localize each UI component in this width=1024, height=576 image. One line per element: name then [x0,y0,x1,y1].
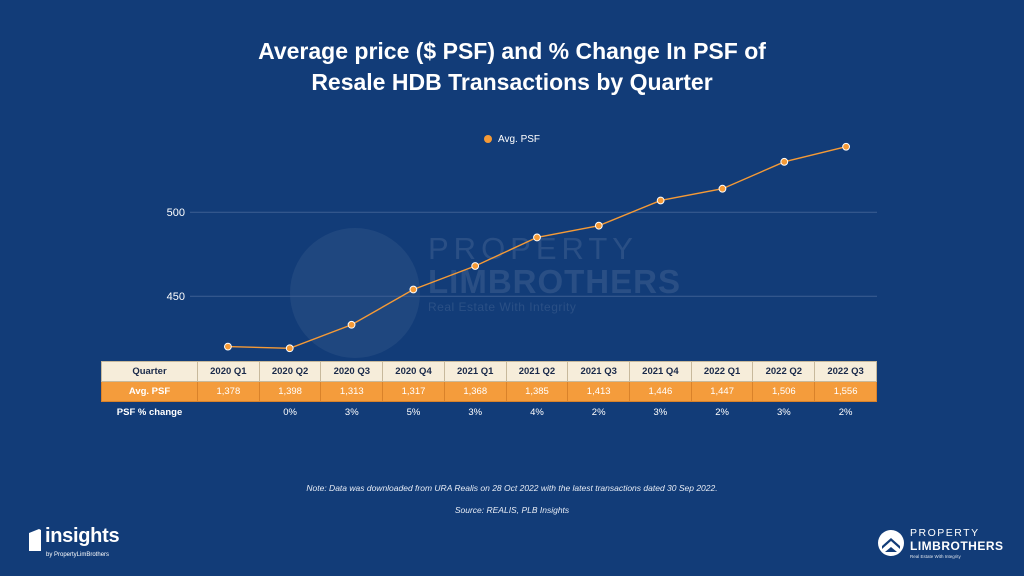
table-cell-psf: 1,506 [752,381,816,402]
table-header-psf: Avg. PSF [101,381,198,402]
house-logo-icon [878,530,904,556]
watermark-line1: PROPERTY [428,231,638,266]
insights-byline: by PropertyLimBrothers [46,552,110,558]
data-point [780,157,789,166]
watermark-tagline: Real Estate With Integrity [428,300,577,314]
data-point [285,344,294,353]
table-cell-psf: 1,368 [443,381,507,402]
table-cell-change: 3% [468,406,483,418]
table-cell-quarter: 2022 Q2 [752,361,816,382]
footnote: Note: Data was downloaded from URA Reali… [306,483,718,493]
table-header-change: PSF % change [116,406,183,418]
data-point [594,221,603,230]
source-note: Source: REALIS, PLB Insights [454,505,570,515]
table-cell-psf: 1,447 [690,381,754,402]
table-cell-psf: 1,556 [814,381,877,402]
table-cell-quarter: 2021 Q2 [505,361,569,382]
table-cell-change: 5% [406,406,421,418]
watermark: PROPERTY LIMBROTHERS Real Estate With In… [428,232,681,316]
table-cell-quarter: 2021 Q1 [443,361,507,382]
data-point [471,262,480,270]
watermark-line2: LIMBROTHERS [428,263,681,300]
table-cell-change: 2% [715,406,729,418]
table-cell-psf: 1,313 [320,381,384,402]
data-point [347,320,356,329]
table-cell-quarter: 2021 Q3 [567,361,631,382]
chart-title-line2: Resale HDB Transactions by Quarter [311,69,713,95]
table-cell-psf: 1,385 [505,381,569,402]
brand-line1: PROPERTY [910,527,980,539]
data-point [842,142,850,151]
table-cell-psf: 1,446 [629,381,692,402]
table-row-psf: Avg. PSF 1,378 1,398 1,313 1,317 1,368 1,385 1… [101,381,877,402]
table-cell-change: 4% [530,406,544,418]
data-point [718,184,727,193]
y-tick-label: 500 [167,207,185,219]
table-cell-psf: 1,378 [197,381,260,402]
grid-layer: 450 500 [167,207,877,303]
table-cell-psf: 1,413 [567,381,631,402]
table-cell-change: 0% [283,406,297,418]
table-cell-change: 3% [653,406,668,418]
table-cell-change: 3% [344,406,359,418]
table-cell-change: 2% [591,406,606,418]
insights-wordmark: insights [45,525,120,547]
table-cell-quarter: 2022 Q1 [690,361,754,382]
legend-marker-icon [483,135,492,143]
table-cell-quarter: 2020 Q3 [320,361,384,382]
data-point [224,342,232,351]
chart-title: Average price ($ PSF) and % Change In PS… [0,36,1024,98]
brand-line2: LIMBROTHERS [910,539,1004,553]
insights-logo-icon [29,529,41,551]
table-cell-change: 3% [776,406,791,418]
chart-title-line1: Average price ($ PSF) and % Change In PS… [258,38,766,64]
table-cell-quarter: 2020 Q4 [382,361,445,382]
table-cell-quarter: 2020 Q1 [197,361,260,382]
y-tick-label: 450 [167,291,185,303]
table-cell-quarter: 2022 Q3 [814,361,877,382]
data-point [656,196,665,205]
series-line [227,146,847,349]
data-table: Quarter 2020 Q1 2020 Q2 2020 Q3 2020 Q4 2021… [101,361,877,422]
table-cell-quarter: 2020 Q2 [258,361,322,382]
table-row-quarter: Quarter 2020 Q1 2020 Q2 2020 Q3 2020 Q4 2021… [101,361,877,382]
series-layer [224,142,850,353]
data-point [533,233,541,242]
table-row-change: PSF % change 0% 3% 5% 3% 4% 2% 3% 2% 3% 2% [102,402,877,423]
table-cell-quarter: 2021 Q4 [629,361,692,382]
table-header-quarter: Quarter [101,361,198,382]
table-cell-change [198,402,260,423]
table-cell-psf: 1,398 [258,381,322,402]
chart-legend: Avg. PSF [0,134,1024,145]
legend-label: Avg. PSF [497,134,541,145]
brand-tagline: Real Estate With Integrity [910,554,961,559]
table-cell-change: 2% [838,406,853,418]
data-point [409,285,418,294]
table-cell-psf: 1,317 [382,381,445,402]
watermark-logo-icon [290,228,420,358]
